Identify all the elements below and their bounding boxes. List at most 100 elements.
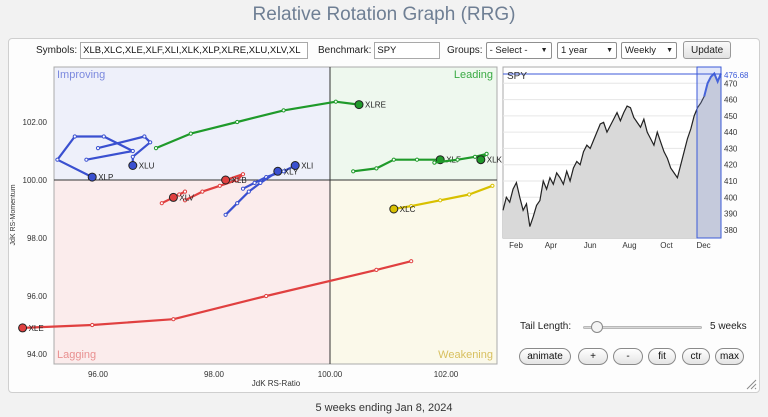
rrg-tail-point <box>235 177 240 183</box>
quadrant-label-leading: Leading <box>454 69 493 81</box>
rrg-quadrants <box>53 66 498 365</box>
rrg-tail-point <box>484 151 489 156</box>
benchmark-label: Benchmark: <box>318 44 372 56</box>
chevron-down-icon: ▼ <box>666 46 673 54</box>
symbols-input[interactable]: XLB,XLC,XLE,XLF,XLI,XLK,XLP,XLRE,XLU,XLV… <box>80 41 309 59</box>
rrg-tail-point <box>217 183 222 188</box>
rrg-head-point[interactable] <box>354 100 364 110</box>
rrg-tail-point <box>171 317 176 322</box>
period-select[interactable]: 1 year ▼ <box>557 41 617 59</box>
rrg-series-label: XLRE <box>365 101 386 110</box>
rrg-series-xlb[interactable]: XLB <box>182 172 247 203</box>
rrg-series-label: XLK <box>487 156 503 165</box>
rrg-tail-point <box>188 131 193 136</box>
rrg-tail-point <box>90 322 95 328</box>
rrg-tail-point <box>333 99 338 104</box>
rrg-tail-point <box>153 146 159 151</box>
groups-group: Groups: - Select - ▼ <box>447 41 552 59</box>
resize-grip-icon[interactable] <box>745 378 757 390</box>
spy-x-tick: Oct <box>660 241 673 250</box>
frequency-select[interactable]: Weekly ▼ <box>621 41 677 59</box>
chevron-down-icon: ▼ <box>606 46 613 54</box>
rrg-head-point[interactable] <box>87 172 97 182</box>
rrg-series-xlp[interactable]: XLP <box>55 134 135 182</box>
rrg-head-point[interactable] <box>128 161 138 170</box>
rrg-series-xlc[interactable]: XLC <box>389 183 495 214</box>
rrg-y-tick: 102.00 <box>23 118 48 127</box>
rrg-tail-point <box>414 157 420 162</box>
rrg-tail-point <box>374 166 379 171</box>
rrg-x-tick: 96.00 <box>88 370 109 379</box>
rrg-tail-line <box>154 100 361 150</box>
rrg-series-xle[interactable]: XLE <box>18 259 414 333</box>
rrg-tail-point <box>351 169 356 174</box>
rrg-tail-point <box>55 157 60 162</box>
chevron-down-icon: ▼ <box>540 46 548 54</box>
rrg-series-label: XLU <box>139 162 155 171</box>
benchmark-input[interactable]: SPY <box>374 41 441 59</box>
update-button[interactable]: Update <box>683 41 732 59</box>
spy-x-tick: Dec <box>696 241 710 250</box>
zoom-out-button[interactable]: - <box>613 348 643 365</box>
spy-y-tick: 470 <box>724 79 738 88</box>
spy-x-tick: Jun <box>584 241 597 250</box>
quadrant-label-lagging: Lagging <box>57 349 96 361</box>
spy-highlight-region <box>696 66 722 239</box>
maximize-button[interactable]: max <box>715 348 744 365</box>
period-select-value: 1 year <box>561 44 588 56</box>
groups-select[interactable]: - Select - ▼ <box>485 41 552 59</box>
spy-x-tick: Feb <box>509 241 523 250</box>
rrg-tail-point <box>177 192 182 197</box>
animate-button[interactable]: animate <box>519 348 571 365</box>
quadrant-improving-bg <box>54 67 330 180</box>
fit-button[interactable]: fit <box>648 348 676 365</box>
spy-y-tick: 440 <box>724 128 738 137</box>
rrg-tail-point <box>409 259 414 264</box>
rrg-series-xlre[interactable]: XLRE <box>153 99 386 151</box>
frequency-select-value: Weekly <box>625 44 656 56</box>
rrg-series-xly[interactable]: XLY <box>223 166 299 217</box>
spy-x-tick: Apr <box>545 241 558 250</box>
rrg-tail-line <box>21 260 413 329</box>
rrg-plot-border <box>53 66 498 365</box>
rrg-tail-point <box>264 293 269 299</box>
rrg-series-xlv[interactable]: XLV <box>159 189 195 206</box>
rrg-head-point[interactable] <box>290 161 300 170</box>
rrg-tail-point <box>101 134 106 139</box>
rrg-head-point[interactable] <box>168 192 178 202</box>
rrg-series-label: XLE <box>29 324 44 333</box>
tail-length-slider-thumb[interactable] <box>591 321 604 333</box>
rrg-tail-point <box>455 157 460 162</box>
rrg-series-label: XLI <box>301 162 313 171</box>
page-title: Relative Rotation Graph (RRG) <box>252 4 516 25</box>
rrg-head-point[interactable] <box>389 204 399 214</box>
quadrant-label-weakening: Weakening <box>438 349 493 361</box>
rrg-series-xlk[interactable]: XLK <box>432 151 503 165</box>
rrg-tail-point <box>432 160 437 165</box>
rrg-tail-point <box>95 146 101 151</box>
tail-length-track[interactable] <box>583 326 702 329</box>
symbols-label: Symbols: <box>36 44 78 56</box>
rrg-series-label: XLB <box>232 176 247 185</box>
rrg-tail-point <box>467 192 472 197</box>
rrg-head-point[interactable] <box>273 166 283 176</box>
rrg-y-tick: 94.00 <box>27 350 48 359</box>
rrg-head-point[interactable] <box>221 175 231 185</box>
rrg-tail-point <box>235 201 240 206</box>
rrg-y-tick: 100.00 <box>23 176 48 185</box>
rrg-series-xli[interactable]: XLI <box>240 161 313 191</box>
spy-y-tick: 420 <box>724 161 738 170</box>
center-button[interactable]: ctr <box>682 348 710 365</box>
zoom-in-button[interactable]: + <box>578 348 608 365</box>
spy-y-tick: 410 <box>724 177 738 186</box>
rrg-head-point[interactable] <box>18 323 28 333</box>
rrg-tail-line <box>56 135 134 179</box>
groups-select-value: - Select - <box>489 44 528 56</box>
rrg-tail-point <box>281 108 286 113</box>
rrg-series-label: XLC <box>400 205 416 214</box>
spy-y-tick: 400 <box>724 193 738 202</box>
rrg-series-xlu[interactable]: XLU <box>95 134 155 171</box>
rrg-head-point[interactable] <box>476 155 486 165</box>
